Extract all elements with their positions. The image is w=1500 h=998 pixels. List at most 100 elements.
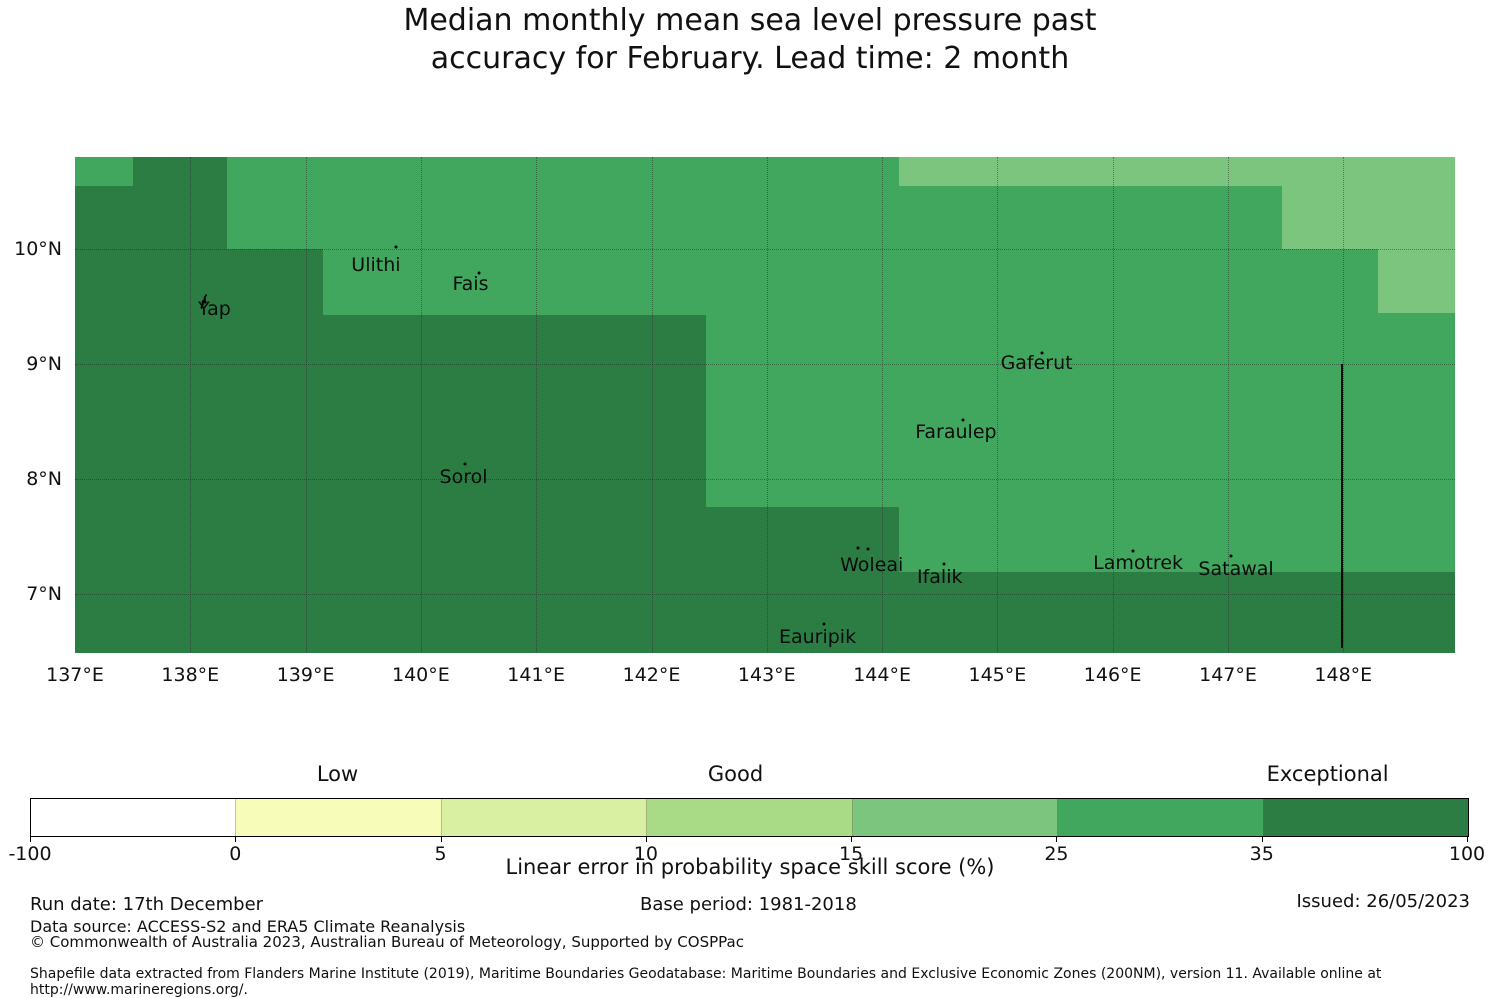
ulithi-island-marker bbox=[394, 245, 398, 249]
colorbar-tick-label--100: -100 bbox=[8, 843, 52, 865]
ulithi-island-label: Ulithi bbox=[351, 254, 401, 277]
colorbar-tick-label-10: 10 bbox=[633, 843, 658, 865]
woleai-island-marker bbox=[866, 547, 870, 551]
colorbar-tickmark-25 bbox=[1056, 836, 1058, 842]
colorbar-tick-label-100: 100 bbox=[1448, 843, 1486, 865]
gridline-lon-143 bbox=[766, 157, 768, 653]
x-tick-label-146: 146°E bbox=[1083, 664, 1142, 686]
yap-island-label: Yap bbox=[198, 297, 231, 320]
map-region-bin-15-25 bbox=[1282, 185, 1455, 249]
x-tick-label-139: 139°E bbox=[276, 664, 335, 686]
gridline-lon-139 bbox=[305, 157, 307, 653]
yap-island-marker bbox=[203, 300, 207, 304]
faraulep-island-marker bbox=[961, 418, 965, 422]
gridline-lon-146 bbox=[1112, 157, 1114, 653]
chart-title: Median monthly mean sea level pressure p… bbox=[0, 2, 1500, 78]
colorbar-tick-label-25: 25 bbox=[1044, 843, 1069, 865]
map-region-bin-15-25 bbox=[899, 157, 1455, 186]
yap-island-shape bbox=[199, 293, 211, 315]
colorbar-axis-label: Linear error in probability space skill … bbox=[505, 855, 995, 879]
gridline-lon-144 bbox=[882, 157, 884, 653]
colorbar-segment-35-100 bbox=[1263, 799, 1468, 836]
base-period-text: Base period: 1981-2018 bbox=[640, 894, 857, 915]
map-region-bin-25-35 bbox=[322, 249, 706, 315]
colorbar-tick-label-5: 5 bbox=[434, 843, 447, 865]
map-region-bin-25-35 bbox=[705, 249, 1378, 314]
x-tick-label-143: 143°E bbox=[737, 664, 796, 686]
colorbar-tickmark-10 bbox=[645, 836, 647, 842]
eauripik-island-marker bbox=[822, 622, 826, 626]
gridline-lat-7 bbox=[75, 594, 1455, 595]
satawal-island-label: Satawal bbox=[1198, 557, 1274, 580]
colorbar-tickmark-15 bbox=[851, 836, 853, 842]
gaferut-island-label: Gaferut bbox=[1000, 351, 1073, 374]
x-tick-label-141: 141°E bbox=[507, 664, 566, 686]
eauripik-island-label: Eauripik bbox=[778, 625, 857, 648]
gridline-lon-148 bbox=[1343, 157, 1345, 653]
x-tick-label-140: 140°E bbox=[392, 664, 450, 686]
x-tick-label-137: 137°E bbox=[46, 664, 104, 686]
ifalik-island-marker bbox=[942, 562, 946, 566]
faraulep-island-label: Faraulep bbox=[915, 420, 997, 443]
woleai-island-marker bbox=[856, 546, 860, 550]
map-region-bin-25-35 bbox=[75, 157, 133, 186]
colorbar-tick-label-35: 35 bbox=[1249, 843, 1274, 865]
map-region-bin-25-35 bbox=[899, 185, 1283, 249]
y-tick-label-8: 8°N bbox=[26, 468, 62, 490]
sorol-island-marker bbox=[463, 462, 467, 466]
gridline-lon-141 bbox=[536, 157, 538, 653]
map-region-bin-15-25 bbox=[1377, 249, 1455, 314]
copyright-text: © Commonwealth of Australia 2023, Austra… bbox=[30, 933, 744, 951]
fais-island-label: Fais bbox=[452, 272, 489, 295]
map-plot-area: Yap Ulithi Fais Sorol Gaferut Faraulep Woleai I… bbox=[75, 157, 1455, 653]
colorbar-tickmark-35 bbox=[1261, 836, 1263, 842]
colorbar-tick-label-15: 15 bbox=[839, 843, 864, 865]
gridline-lon-140 bbox=[420, 157, 422, 653]
colorbar-segment-25-35 bbox=[1058, 799, 1264, 836]
colorbar-category-good: Good bbox=[707, 762, 764, 786]
x-tick-label-145: 145°E bbox=[968, 664, 1027, 686]
colorbar-category-exceptional: Exceptional bbox=[1266, 762, 1389, 786]
ifalik-island-label: Ifalik bbox=[917, 565, 963, 588]
gaferut-island-marker bbox=[1040, 351, 1044, 354]
lamotrek-island-marker bbox=[1131, 549, 1135, 553]
gridline-lon-138 bbox=[190, 157, 192, 653]
eez-boundary-line bbox=[1340, 364, 1343, 649]
y-tick-label-7: 7°N bbox=[26, 583, 62, 605]
fais-island-marker bbox=[477, 271, 481, 275]
chart-title-line1: Median monthly mean sea level pressure p… bbox=[403, 3, 1097, 38]
colorbar-segment-0-5 bbox=[236, 799, 442, 836]
colorbar-tick-label-0: 0 bbox=[229, 843, 242, 865]
sorol-island-label: Sorol bbox=[439, 465, 488, 488]
y-tick-label-9: 9°N bbox=[26, 353, 62, 375]
gridline-lon-145 bbox=[997, 157, 999, 653]
colorbar bbox=[30, 798, 1469, 837]
x-tick-label-144: 144°E bbox=[853, 664, 911, 686]
map-region-bin-25-35 bbox=[705, 313, 1455, 507]
shapefile-note-text: Shapefile data extracted from Flanders M… bbox=[30, 966, 1382, 998]
gridline-lat-8 bbox=[75, 479, 1455, 480]
colorbar-tickmark-5 bbox=[440, 836, 442, 842]
colorbar-tickmark--100 bbox=[30, 836, 31, 842]
data-source-text: Data source: ACCESS-S2 and ERA5 Climate … bbox=[30, 917, 466, 936]
x-tick-label-138: 138°E bbox=[161, 664, 220, 686]
run-date-text: Run date: 17th December bbox=[30, 894, 264, 915]
woleai-island-label: Woleai bbox=[840, 554, 904, 577]
y-tick-label-10: 10°N bbox=[14, 238, 62, 260]
satawal-island-marker bbox=[1229, 554, 1233, 558]
colorbar-tickmark-0 bbox=[235, 836, 237, 842]
colorbar-segment-15-25 bbox=[852, 799, 1059, 836]
colorbar-segment-5-10 bbox=[441, 799, 648, 836]
x-tick-label-147: 147°E bbox=[1199, 664, 1257, 686]
lamotrek-island-label: Lamotrek bbox=[1093, 551, 1184, 574]
colorbar-category-low: Low bbox=[316, 762, 359, 786]
gridline-lon-142 bbox=[651, 157, 653, 653]
x-tick-label-148: 148°E bbox=[1314, 664, 1373, 686]
gridline-lat-10 bbox=[75, 249, 1455, 250]
colorbar-segment--100-0 bbox=[31, 799, 237, 836]
x-tick-label-142: 142°E bbox=[622, 664, 681, 686]
gridline-lat-9 bbox=[75, 364, 1455, 365]
map-region-bin-25-35 bbox=[899, 506, 1455, 573]
gridline-lon-147 bbox=[1228, 157, 1229, 653]
